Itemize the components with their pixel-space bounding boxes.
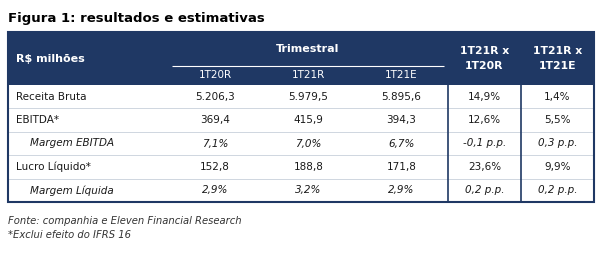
Text: 1T20R: 1T20R <box>199 70 232 80</box>
Text: 1,4%: 1,4% <box>544 92 571 102</box>
Text: Margem EBITDA: Margem EBITDA <box>30 138 114 148</box>
Text: 0,2 p.p.: 0,2 p.p. <box>538 185 577 195</box>
Text: 1T20R: 1T20R <box>465 61 504 71</box>
Bar <box>8 32 594 202</box>
Text: Margem Líquida: Margem Líquida <box>30 185 114 196</box>
Text: -0,1 p.p.: -0,1 p.p. <box>463 138 506 148</box>
Text: EBITDA*: EBITDA* <box>16 115 59 125</box>
Text: 5,5%: 5,5% <box>544 115 571 125</box>
Text: 1T21R x: 1T21R x <box>460 46 509 56</box>
Text: Figura 1: resultados e estimativas: Figura 1: resultados e estimativas <box>8 12 265 25</box>
Text: 369,4: 369,4 <box>200 115 230 125</box>
Text: *Exclui efeito do IFRS 16: *Exclui efeito do IFRS 16 <box>8 230 131 240</box>
Text: 0,3 p.p.: 0,3 p.p. <box>538 138 577 148</box>
Text: 394,3: 394,3 <box>386 115 417 125</box>
Text: 0,2 p.p.: 0,2 p.p. <box>465 185 504 195</box>
Bar <box>8 32 594 202</box>
Text: 7,0%: 7,0% <box>296 138 321 148</box>
Text: 2,9%: 2,9% <box>388 185 415 195</box>
Text: 12,6%: 12,6% <box>468 115 501 125</box>
Text: 5.206,3: 5.206,3 <box>195 92 235 102</box>
Text: 1T21R x: 1T21R x <box>533 46 582 56</box>
Text: 3,2%: 3,2% <box>296 185 321 195</box>
Text: 7,1%: 7,1% <box>202 138 228 148</box>
Text: Receita Bruta: Receita Bruta <box>16 92 87 102</box>
Text: 5.979,5: 5.979,5 <box>288 92 329 102</box>
Text: R$ milhões: R$ milhões <box>16 53 85 63</box>
Text: 23,6%: 23,6% <box>468 162 501 172</box>
Text: 188,8: 188,8 <box>294 162 323 172</box>
Text: 9,9%: 9,9% <box>544 162 571 172</box>
Text: Fonte: companhia e Eleven Financial Research: Fonte: companhia e Eleven Financial Rese… <box>8 216 241 226</box>
Text: Lucro Líquido*: Lucro Líquido* <box>16 162 91 172</box>
Text: 1T21E: 1T21E <box>385 70 418 80</box>
Text: 6,7%: 6,7% <box>388 138 415 148</box>
Text: 415,9: 415,9 <box>294 115 323 125</box>
Text: 5.895,6: 5.895,6 <box>382 92 421 102</box>
Text: Trimestral: Trimestral <box>276 43 340 53</box>
Text: 1T21E: 1T21E <box>539 61 576 71</box>
Text: 171,8: 171,8 <box>386 162 417 172</box>
Text: 14,9%: 14,9% <box>468 92 501 102</box>
Text: 1T21R: 1T21R <box>292 70 325 80</box>
Text: 2,9%: 2,9% <box>202 185 228 195</box>
Text: 152,8: 152,8 <box>200 162 230 172</box>
Bar <box>8 32 594 85</box>
